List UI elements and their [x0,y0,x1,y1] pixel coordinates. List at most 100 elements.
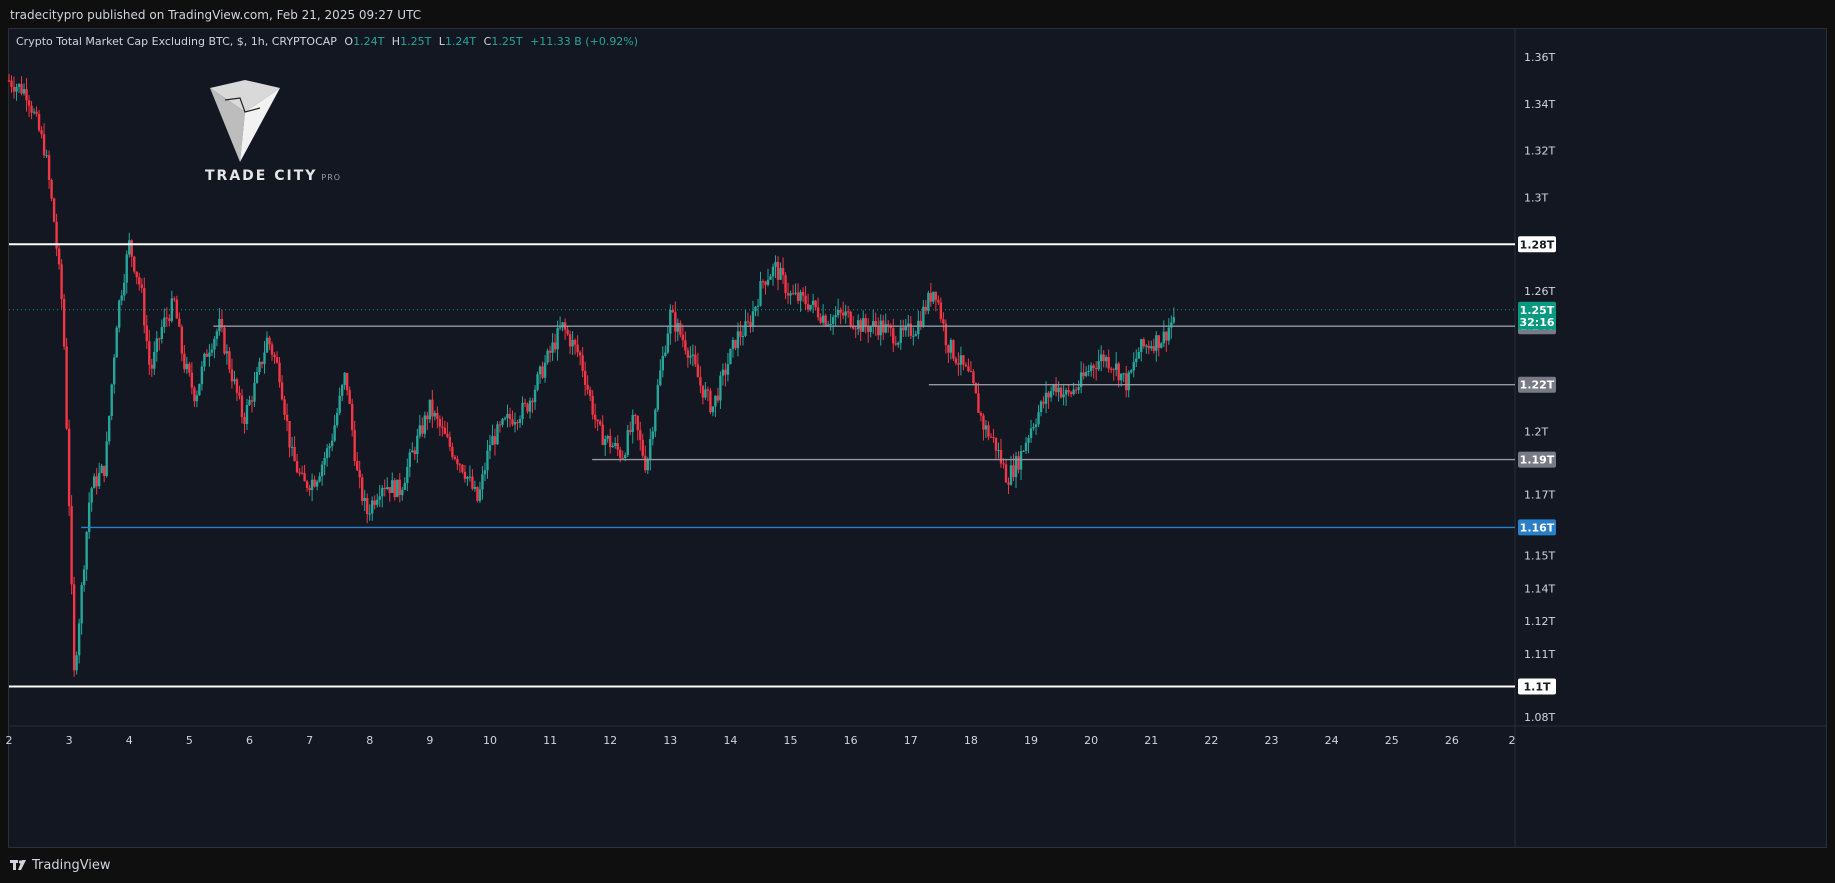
candle-body [135,271,138,278]
candle-body [298,472,301,474]
candle-body [1132,362,1135,371]
candle-body [220,318,224,328]
close-value: 1.25T [491,35,523,48]
candle-body [1110,368,1113,370]
candle-body [1152,346,1155,351]
candle-body [498,424,502,426]
candle-body [734,339,737,349]
low-label: L [438,35,445,48]
candle-body [443,427,447,434]
candle-body [884,324,887,333]
open-label: O [344,35,354,48]
candle-body [175,299,179,319]
candle-body [912,335,915,337]
candle-body [338,395,341,413]
candle-body [376,499,379,505]
candle-body [949,340,953,353]
candle-body [784,275,787,294]
candle-body [1024,442,1028,451]
candle-body [100,465,103,473]
candle-body [634,415,637,417]
candle-body [1012,465,1015,478]
candle-body [481,474,484,490]
candle-body [581,355,584,371]
candle-body [523,402,527,404]
candle-body [318,476,321,482]
candle-body [1017,456,1020,470]
candle-body [1130,370,1133,373]
candle-body [877,326,880,336]
candle-body [143,288,146,326]
candle-body [416,435,419,455]
candle-body [624,454,627,458]
candle-body [621,457,624,459]
candle-body [448,436,452,447]
candle-body [576,344,579,353]
candle-body [779,268,782,280]
candle-body [824,315,827,326]
candle-body [528,400,532,412]
candle-body [573,340,577,345]
candle-body [140,284,143,289]
candle-body [225,351,229,354]
candle-body [285,414,289,421]
candle-body [115,327,118,358]
candle-body [333,425,336,441]
candle-body [892,328,895,344]
candle-body [325,448,329,458]
tradingview-brand[interactable]: TradingView [10,858,111,873]
y-tick-label: 1.32T [1524,145,1555,158]
x-tick-label: 21 [1144,734,1158,747]
level-badge [1518,678,1556,695]
candle-body [959,355,963,365]
candle-body [348,390,351,404]
candle-body [841,312,845,316]
chart-frame[interactable] [8,28,1827,848]
candle-body [1092,365,1095,369]
candle-body [829,323,832,325]
candle-body [546,350,549,363]
candle-body [65,346,68,429]
candle-body [378,496,381,500]
close-label: C [483,35,492,48]
change-value: +11.33 B (+0.92%) [530,35,639,48]
candle-body [588,389,592,396]
candle-body [696,364,700,378]
x-tick-label: 18 [964,734,978,747]
candle-body [706,389,710,391]
candle-body [816,307,820,318]
candle-body [483,470,487,475]
candle-body [1172,317,1176,323]
candle-body [27,100,31,106]
candle-body [1044,392,1048,404]
candle-body [709,390,712,413]
candle-body [421,425,424,434]
candle-body [92,476,96,489]
x-tick-label: 5 [186,734,193,747]
candle-body [583,370,587,385]
y-tick-label: 1.3T [1524,191,1548,204]
candle-body [401,489,404,496]
x-tick-label: 22 [1204,734,1218,747]
candle-body [526,403,529,412]
candle-body [37,113,41,131]
candle-body [1137,351,1140,359]
candle-body [72,584,76,671]
candle-body [491,436,494,446]
candle-body [463,471,467,479]
candle-body [1089,365,1093,371]
candle-body [736,331,740,349]
candle-body [10,80,13,87]
candle-body [310,479,314,491]
candle-body [80,585,83,624]
candle-body [578,352,582,356]
candle-body [345,372,349,391]
candle-body [591,395,594,415]
candle-body [456,458,459,465]
candle-body [243,417,246,424]
candle-body [90,488,93,503]
candle-body [844,311,847,316]
candle-body [275,357,279,363]
candle-body [508,413,512,420]
